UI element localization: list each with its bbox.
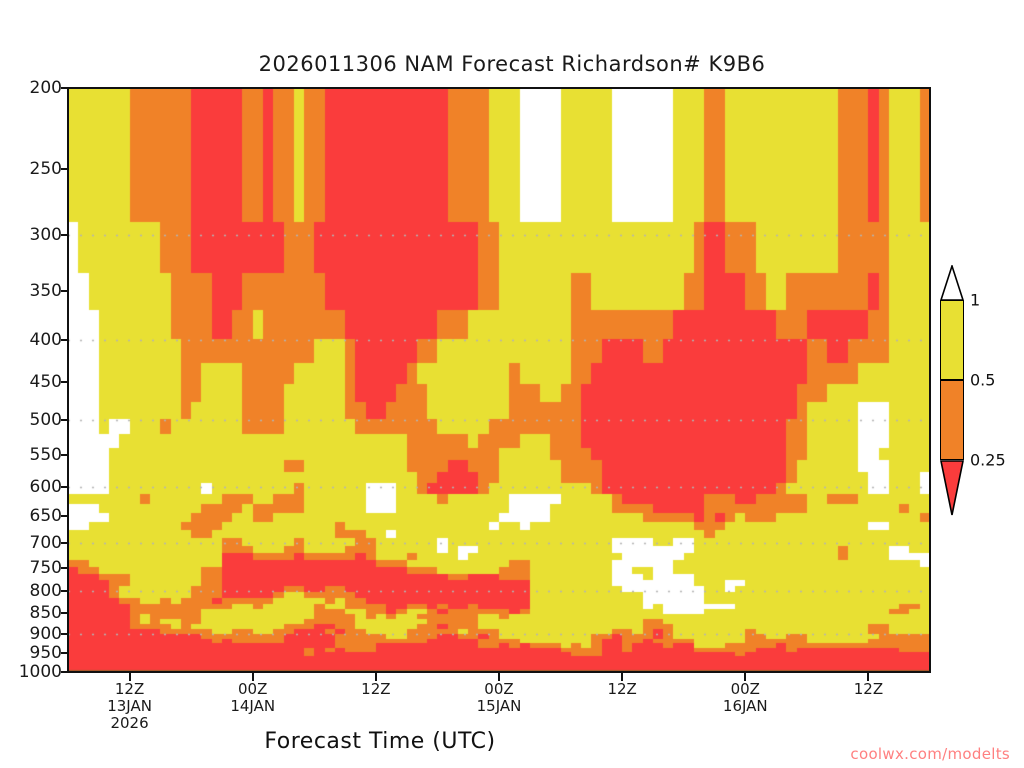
y-tick-label: 900: [29, 623, 62, 644]
y-tick-mark: [61, 167, 69, 170]
x-tick-mark: [251, 673, 254, 681]
y-tick-mark: [61, 590, 69, 593]
x-tick-mark: [867, 673, 870, 681]
y-tick-mark: [61, 338, 69, 341]
colorbar-tick-label: 1: [970, 290, 981, 310]
y-tick-label: 400: [29, 329, 62, 350]
y-tick-mark: [61, 419, 69, 422]
y-tick-mark: [61, 234, 69, 237]
x-tick-label: 12Z: [607, 680, 637, 698]
y-tick-mark: [61, 612, 69, 615]
y-tick-mark: [61, 566, 69, 569]
y-tick-mark: [61, 485, 69, 488]
colorbar-tick-label: 0.5: [970, 370, 996, 390]
x-tick-mark: [744, 673, 747, 681]
y-tick-label: 700: [29, 532, 62, 553]
y-tick-mark: [61, 290, 69, 293]
y-tick-label: 300: [29, 225, 62, 246]
watermark: coolwx.com/modelts: [850, 745, 1010, 763]
y-tick-mark: [61, 381, 69, 384]
y-tick-label: 550: [29, 445, 62, 466]
y-tick-label: 650: [29, 505, 62, 526]
y-tick-mark: [61, 652, 69, 655]
x-tick-label: 00Z 15JAN: [476, 680, 522, 715]
y-tick-label: 600: [29, 476, 62, 497]
y-tick-label: 750: [29, 557, 62, 578]
x-tick-mark: [128, 673, 131, 681]
y-tick-mark: [61, 514, 69, 517]
x-tick-label: 12Z: [361, 680, 391, 698]
x-tick-label: 00Z 16JAN: [722, 680, 768, 715]
colorbar-tick-label: 0.25: [970, 450, 1006, 470]
colorbar-segment-yellow[interactable]: [940, 300, 964, 380]
x-tick-mark: [621, 673, 624, 681]
plot-area: [68, 88, 930, 672]
x-tick-mark: [498, 673, 500, 681]
y-tick-label: 500: [29, 410, 62, 431]
y-tick-label: 1000: [18, 662, 62, 682]
colorbar[interactable]: [940, 265, 964, 516]
y-tick-label: 850: [29, 603, 62, 624]
x-axis-title: Forecast Time (UTC): [264, 729, 496, 754]
y-tick-mark: [61, 671, 69, 673]
y-tick-mark: [61, 87, 69, 89]
y-tick-label: 450: [29, 372, 62, 393]
chart-title: 2026011306 NAM Forecast Richardson# K9B6: [258, 52, 766, 76]
y-tick-label: 800: [29, 581, 62, 602]
heatmap-canvas: [68, 88, 930, 672]
y-axis: 200 250 300 350 400 450 500 550 600 650 700 750 800 8…: [0, 0, 69, 768]
y-tick-label: 250: [29, 158, 62, 179]
y-tick-mark: [61, 541, 69, 544]
y-tick-label: 950: [29, 643, 62, 664]
colorbar-labels: 1 0.5 0.25: [940, 291, 1024, 470]
x-tick-label: 12Z: [853, 680, 884, 698]
y-tick-label: 200: [29, 78, 62, 98]
y-tick-mark: [61, 454, 69, 457]
y-tick-mark: [61, 632, 69, 635]
x-tick-label: 12Z 13JAN 2026: [107, 680, 152, 732]
x-tick-mark: [374, 673, 377, 681]
x-tick-label: 00Z 14JAN: [230, 680, 276, 715]
y-tick-label: 350: [29, 281, 62, 302]
colorbar-segment-orange[interactable]: [940, 380, 964, 460]
